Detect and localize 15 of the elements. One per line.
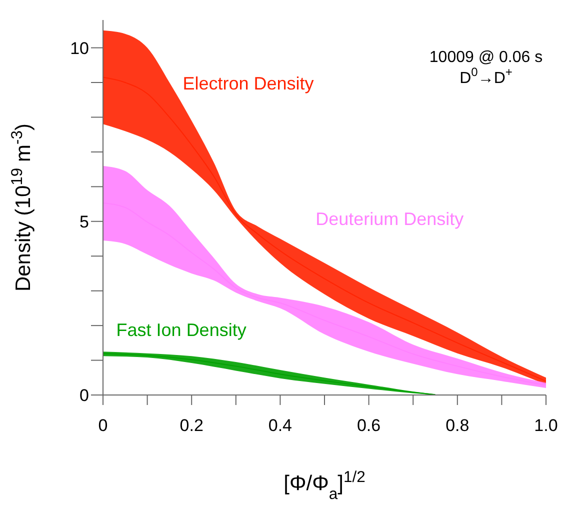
- x-tick-label: 0.8: [446, 416, 470, 436]
- text: Deuterium Density: [316, 208, 464, 229]
- y-tick-label: 5: [80, 212, 89, 232]
- series-label: Fast Ion Density: [116, 320, 246, 340]
- x-tick-label: 1.0: [534, 416, 558, 436]
- x-tick-label: 0.6: [356, 416, 381, 436]
- y-tick-label: 0: [80, 386, 89, 406]
- annotation: 10009 @ 0.06 s: [429, 49, 543, 66]
- x-tick-label: 0.4: [268, 416, 292, 436]
- x-tick-label: 0: [98, 416, 108, 436]
- y-tick-label: 10: [70, 38, 89, 58]
- annotation: D$^{0}$→D$^{+}$: [460, 65, 512, 87]
- x-tick-label: 0.2: [180, 416, 204, 436]
- series-label: Electron Density: [182, 73, 314, 94]
- x-axis-title: [Φ/Φ$_{a}$]$^{1/2}$: [284, 468, 366, 502]
